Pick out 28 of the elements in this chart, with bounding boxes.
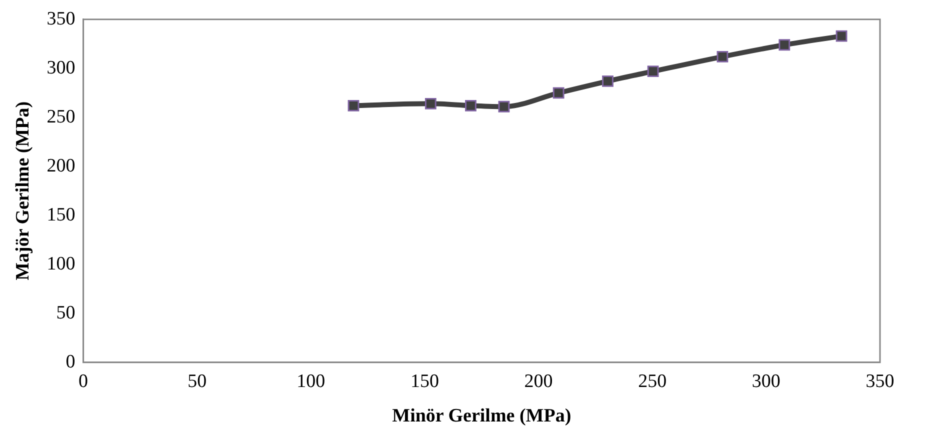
y-tick-label: 0: [66, 351, 76, 372]
point: [778, 39, 790, 51]
y-tick-label: 350: [46, 8, 76, 30]
x-axis-title: Minör Gerilme (MPa): [392, 406, 572, 427]
x-tick-label: 50: [188, 370, 207, 392]
point: [716, 50, 728, 62]
x-tick-label: 300: [752, 370, 780, 392]
x-tick-label: 200: [524, 370, 553, 392]
point: [498, 100, 510, 112]
x-tick-label: 100: [296, 370, 326, 392]
y-tick-label: 100: [46, 253, 76, 274]
y-tick-label: 250: [46, 106, 76, 128]
point: [552, 87, 564, 99]
y-tick-label: 200: [46, 155, 76, 176]
y-tick-label: 50: [56, 302, 76, 324]
point: [465, 100, 476, 112]
point: [602, 75, 614, 87]
x-tick-label: 0: [78, 370, 88, 392]
point: [647, 66, 659, 78]
point: [836, 30, 848, 42]
point: [348, 100, 360, 112]
y-tick-label: 300: [46, 57, 76, 78]
x-tick-label: 150: [410, 370, 439, 392]
x-tick-label: 350: [866, 370, 894, 392]
y-axis-title: Majör Gerilme (MPa): [12, 101, 34, 280]
y-tick-label: 150: [46, 204, 76, 226]
point: [424, 98, 436, 110]
x-tick-label: 250: [638, 370, 667, 392]
